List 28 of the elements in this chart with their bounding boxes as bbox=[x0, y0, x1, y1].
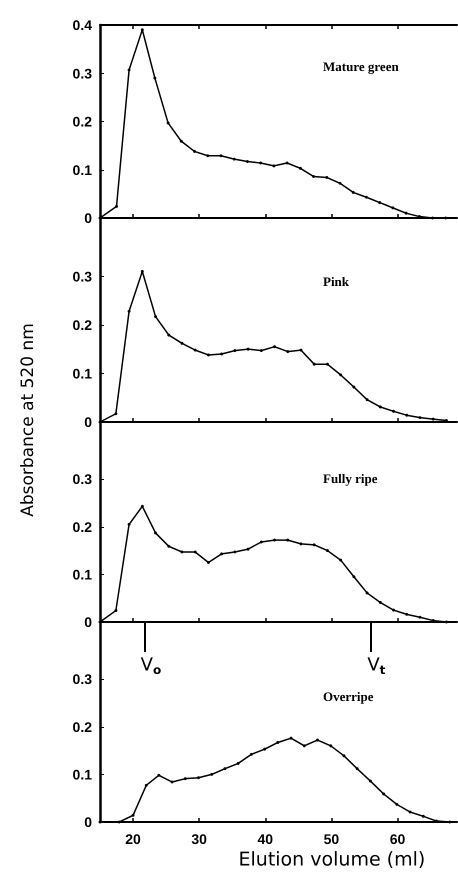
text: Fully ripe bbox=[323, 471, 378, 486]
y-tick-label: 0.2 bbox=[72, 718, 92, 735]
x-tick-label: 40 bbox=[257, 831, 274, 847]
y-tick-label: 0.3 bbox=[72, 268, 92, 284]
y-tick-label: 0.1 bbox=[72, 766, 92, 782]
y-tick-label: 0.2 bbox=[72, 518, 92, 535]
x-tick-label: 30 bbox=[191, 831, 208, 847]
x-tick-label: 50 bbox=[324, 831, 340, 847]
text: Mature green bbox=[323, 59, 400, 74]
x-tick-label: 20 bbox=[125, 831, 142, 847]
x-tick-label: 60 bbox=[390, 831, 406, 847]
y-tick-label: 0 bbox=[84, 614, 92, 630]
y-tick-label: 0.1 bbox=[72, 162, 92, 178]
y-tick-label: 0.3 bbox=[72, 671, 92, 688]
x-axis-title: Elution volume (ml) bbox=[238, 848, 426, 870]
y-tick-label: 0.3 bbox=[72, 471, 92, 488]
y-tick-label: 0 bbox=[84, 210, 92, 226]
y-tick-label: 0.2 bbox=[72, 114, 92, 130]
y-tick-label: 0.2 bbox=[72, 316, 92, 333]
y-tick-label: 0.1 bbox=[72, 566, 92, 582]
y-tick-label: 0.1 bbox=[72, 365, 92, 382]
y-tick-label: 0.3 bbox=[72, 65, 92, 82]
y-tick-label: 0 bbox=[84, 414, 92, 430]
y-tick-label: 0 bbox=[84, 814, 92, 830]
y-tick-label: 0.4 bbox=[72, 17, 92, 33]
y-axis-title: Absorbance at 520 nm bbox=[18, 323, 38, 517]
text: Pink bbox=[323, 274, 350, 289]
text: Overripe bbox=[323, 689, 374, 704]
